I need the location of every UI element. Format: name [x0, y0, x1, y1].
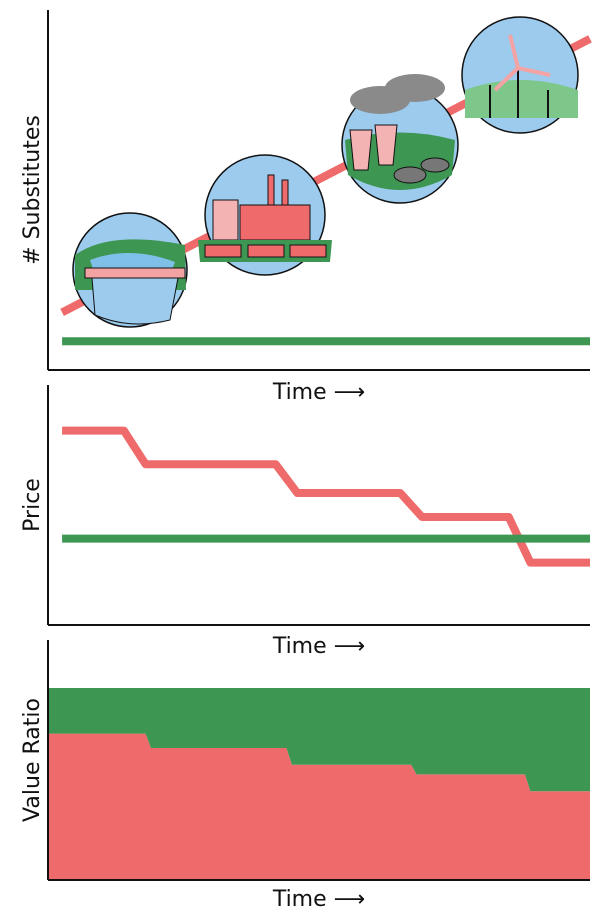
- coal-illustration: [198, 155, 332, 275]
- x-axis-label: Time ⟶: [272, 634, 365, 659]
- plots: Time ⟶ # Substitutes Time ⟶ Price Time ⟶ Valu…: [20, 10, 590, 912]
- chart-figure: Time ⟶ # Substitutes Time ⟶ Price Time ⟶ Valu…: [0, 0, 593, 914]
- line: [62, 431, 590, 563]
- x-axis-label: Time ⟶: [272, 887, 365, 912]
- nuclear-illustration: [342, 74, 458, 203]
- y-axis-label: Value Ratio: [20, 698, 45, 822]
- hydro-illustration: [73, 213, 187, 327]
- y-axis-label: # Substitutes: [20, 115, 45, 265]
- wind-illustration: [462, 17, 578, 133]
- y-axis-label: Price: [20, 478, 45, 532]
- x-axis-label: Time ⟶: [272, 380, 365, 405]
